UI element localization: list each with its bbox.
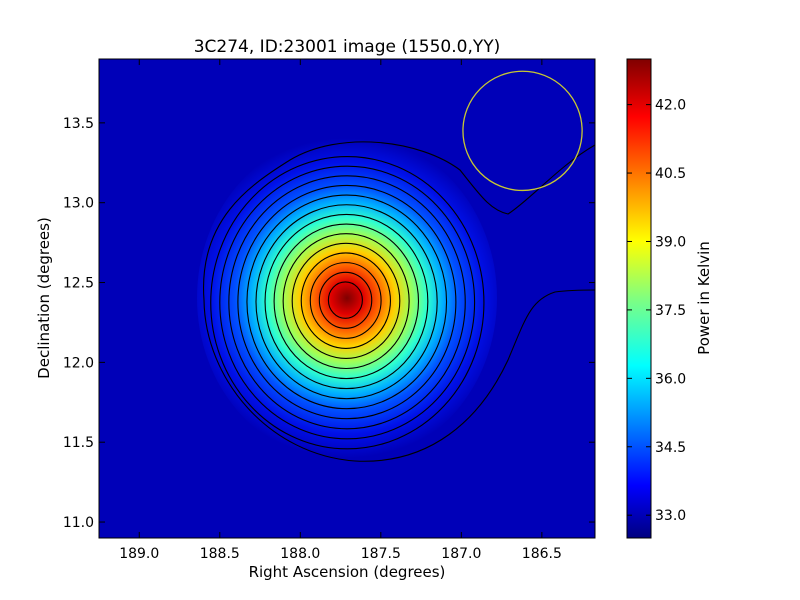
y-tick-label: 11.5 [63, 435, 94, 451]
outer-contour-top [203, 141, 595, 301]
y-tick-label: 13.0 [63, 196, 94, 212]
colorbar-tick-label: 34.5 [655, 440, 686, 456]
plot-area [99, 59, 595, 538]
y-axis-label: Declination (degrees) [35, 217, 53, 379]
x-tick-label: 189.0 [119, 546, 159, 562]
colorbar-tick-label: 39.0 [655, 234, 686, 250]
contour-line [309, 262, 382, 339]
contour-line [273, 223, 420, 380]
chart-title: 3C274, ID:23001 image (1550.0,YY) [194, 37, 501, 57]
colorbar-ticks: 33.0 34.5 36.0 37.5 39.0 40.5 42.0 [627, 98, 686, 524]
contour-line [282, 233, 410, 370]
y-tick-label: 12.0 [63, 355, 94, 371]
x-tick-label: 187.0 [441, 546, 481, 562]
contour-line [228, 175, 466, 430]
x-tick-label: 188.0 [280, 546, 320, 562]
contour-line [318, 271, 373, 329]
contour-line [291, 242, 401, 360]
contour-line [327, 281, 363, 319]
outer-contour-bottom [203, 289, 595, 462]
y-tick-label: 12.5 [63, 276, 94, 292]
x-tick-label: 186.5 [522, 546, 562, 562]
colorbar-tick-label: 40.5 [655, 166, 686, 182]
y-axis-ticks: 11.0 11.5 12.0 12.5 13.0 13.5 [63, 116, 595, 531]
contour-line [237, 184, 457, 420]
y-tick-label: 11.0 [63, 515, 94, 531]
colorbar-tick-label: 37.5 [655, 303, 686, 319]
colorbar-label: Power in Kelvin [695, 241, 713, 355]
contour-line [246, 194, 448, 410]
contour-line [219, 165, 476, 440]
x-axis-ticks: 189.0 188.5 188.0 187.5 187.0 186.5 [119, 59, 562, 562]
x-tick-label: 187.5 [361, 546, 401, 562]
colorbar [626, 58, 652, 539]
contour-line [255, 204, 438, 400]
heatmap-source-blob [197, 133, 497, 463]
contour-line [210, 155, 485, 450]
colorbar-tick-label: 36.0 [655, 371, 686, 387]
beam-circle [462, 70, 583, 192]
contour-line [300, 252, 391, 349]
plot-frame [98, 58, 596, 539]
contour-lines [210, 155, 485, 450]
colorbar-tick-label: 42.0 [655, 98, 686, 114]
x-tick-label: 188.5 [200, 546, 240, 562]
x-axis-label: Right Ascension (degrees) [249, 563, 446, 581]
colorbar-tick-label: 33.0 [655, 508, 686, 524]
y-tick-label: 13.5 [63, 116, 94, 132]
contour-line [264, 213, 429, 390]
